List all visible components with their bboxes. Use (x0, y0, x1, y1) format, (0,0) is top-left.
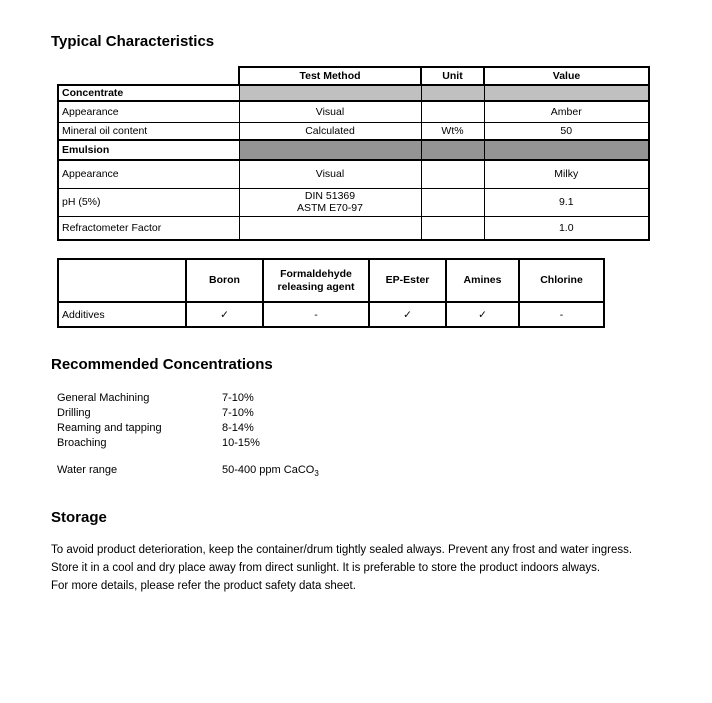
table-row: pH (5%) DIN 51369 ASTM E70-97 9.1 (57, 187, 650, 217)
list-item: Reaming and tapping 8-14% (57, 421, 260, 436)
storage-paragraph: Store it in a cool and dry place away fr… (51, 562, 601, 574)
section-label: Emulsion (57, 139, 240, 161)
header-empty-cell (57, 258, 187, 303)
storage-paragraph: To avoid product deterioration, keep the… (51, 544, 633, 556)
additive-amines-mark: ✓ (445, 301, 520, 328)
section-fill-cell (420, 139, 485, 161)
test-method-line-1: DIN 51369 (304, 190, 356, 202)
header-chlorine: Chlorine (518, 258, 605, 303)
additive-chlorine-mark: - (518, 301, 605, 328)
list-item: Broaching 10-15% (57, 436, 260, 451)
test-method-line-2: ASTM E70-97 (297, 202, 363, 214)
row-test-method: Calculated (238, 121, 422, 141)
concentrations-list: General Machining 7-10% Drilling 7-10% R… (57, 391, 260, 451)
table-row: Appearance Visual Amber (57, 100, 650, 123)
row-test-method: Visual (238, 159, 422, 189)
header-value: Value (483, 66, 650, 86)
row-label: pH (5%) (57, 187, 240, 217)
table-row: Mineral oil content Calculated Wt% 50 (57, 121, 650, 141)
water-range-row: Water range 50-400 ppm CaCO3 (57, 464, 319, 478)
row-unit (420, 187, 485, 217)
header-empty-cell (58, 67, 239, 85)
concentration-value: 8-14% (222, 422, 254, 434)
water-range-value: 50-400 ppm CaCO3 (222, 464, 319, 478)
concentration-value: 7-10% (222, 392, 254, 404)
water-range-value-subscript: 3 (314, 469, 319, 479)
row-label: Additives (57, 301, 187, 328)
additives-header-row: Boron Formaldehyde releasing agent EP-Es… (57, 258, 605, 303)
additive-formaldehyde-mark: - (262, 301, 370, 328)
row-label: Appearance (57, 100, 240, 123)
section-title-recommended-concentrations: Recommended Concentrations (51, 356, 273, 373)
list-item: Drilling 7-10% (57, 406, 260, 421)
row-value: 50 (483, 121, 650, 141)
row-unit (420, 215, 485, 241)
row-unit (420, 159, 485, 189)
row-unit (420, 100, 485, 123)
concentration-label: Reaming and tapping (57, 422, 162, 434)
row-value: Amber (483, 100, 650, 123)
storage-paragraph: For more details, please refer the produ… (51, 580, 356, 592)
row-unit: Wt% (420, 121, 485, 141)
row-test-method: DIN 51369 ASTM E70-97 (238, 187, 422, 217)
water-range-value-main: 50-400 ppm CaCO (222, 464, 315, 476)
additives-data-row: Additives ✓ - ✓ ✓ - (57, 301, 605, 328)
list-item: General Machining 7-10% (57, 391, 260, 406)
section-fill-cell (238, 84, 422, 102)
section-row-concentrate: Concentrate (57, 84, 650, 102)
additives-table: Boron Formaldehyde releasing agent EP-Es… (57, 258, 605, 328)
section-fill-cell (483, 84, 650, 102)
concentration-value: 7-10% (222, 407, 254, 419)
header-ep-ester: EP-Ester (368, 258, 447, 303)
row-value: 9.1 (483, 187, 650, 217)
section-fill-cell (420, 84, 485, 102)
storage-paragraphs: To avoid product deterioration, keep the… (51, 541, 681, 595)
row-label: Mineral oil content (57, 121, 240, 141)
concentration-label: Drilling (57, 407, 91, 419)
additive-ep-ester-mark: ✓ (368, 301, 447, 328)
header-amines: Amines (445, 258, 520, 303)
section-row-emulsion: Emulsion (57, 139, 650, 161)
header-formaldehyde-releasing-agent: Formaldehyde releasing agent (262, 258, 370, 303)
row-value: 1.0 (483, 215, 650, 241)
row-test-method (238, 215, 422, 241)
row-label: Appearance (57, 159, 240, 189)
section-fill-cell (483, 139, 650, 161)
row-label: Refractometer Factor (57, 215, 240, 241)
concentration-label: General Machining (57, 392, 150, 404)
row-test-method: Visual (238, 100, 422, 123)
header-unit: Unit (420, 66, 485, 86)
typical-characteristics-table: Test Method Unit Value Concentrate Appea… (57, 66, 650, 241)
table-row: Appearance Visual Milky (57, 159, 650, 189)
header-boron: Boron (185, 258, 264, 303)
section-fill-cell (238, 139, 422, 161)
water-range-label: Water range (57, 464, 118, 476)
table-header-row: Test Method Unit Value (58, 66, 650, 86)
additive-boron-mark: ✓ (185, 301, 264, 328)
concentration-value: 10-15% (222, 437, 260, 449)
section-title-typical-characteristics: Typical Characteristics (51, 33, 215, 50)
section-label: Concentrate (57, 84, 240, 102)
concentration-label: Broaching (57, 437, 107, 449)
section-title-storage: Storage (51, 509, 107, 526)
header-test-method: Test Method (238, 66, 422, 86)
row-value: Milky (483, 159, 650, 189)
table-row: Refractometer Factor 1.0 (57, 215, 650, 241)
